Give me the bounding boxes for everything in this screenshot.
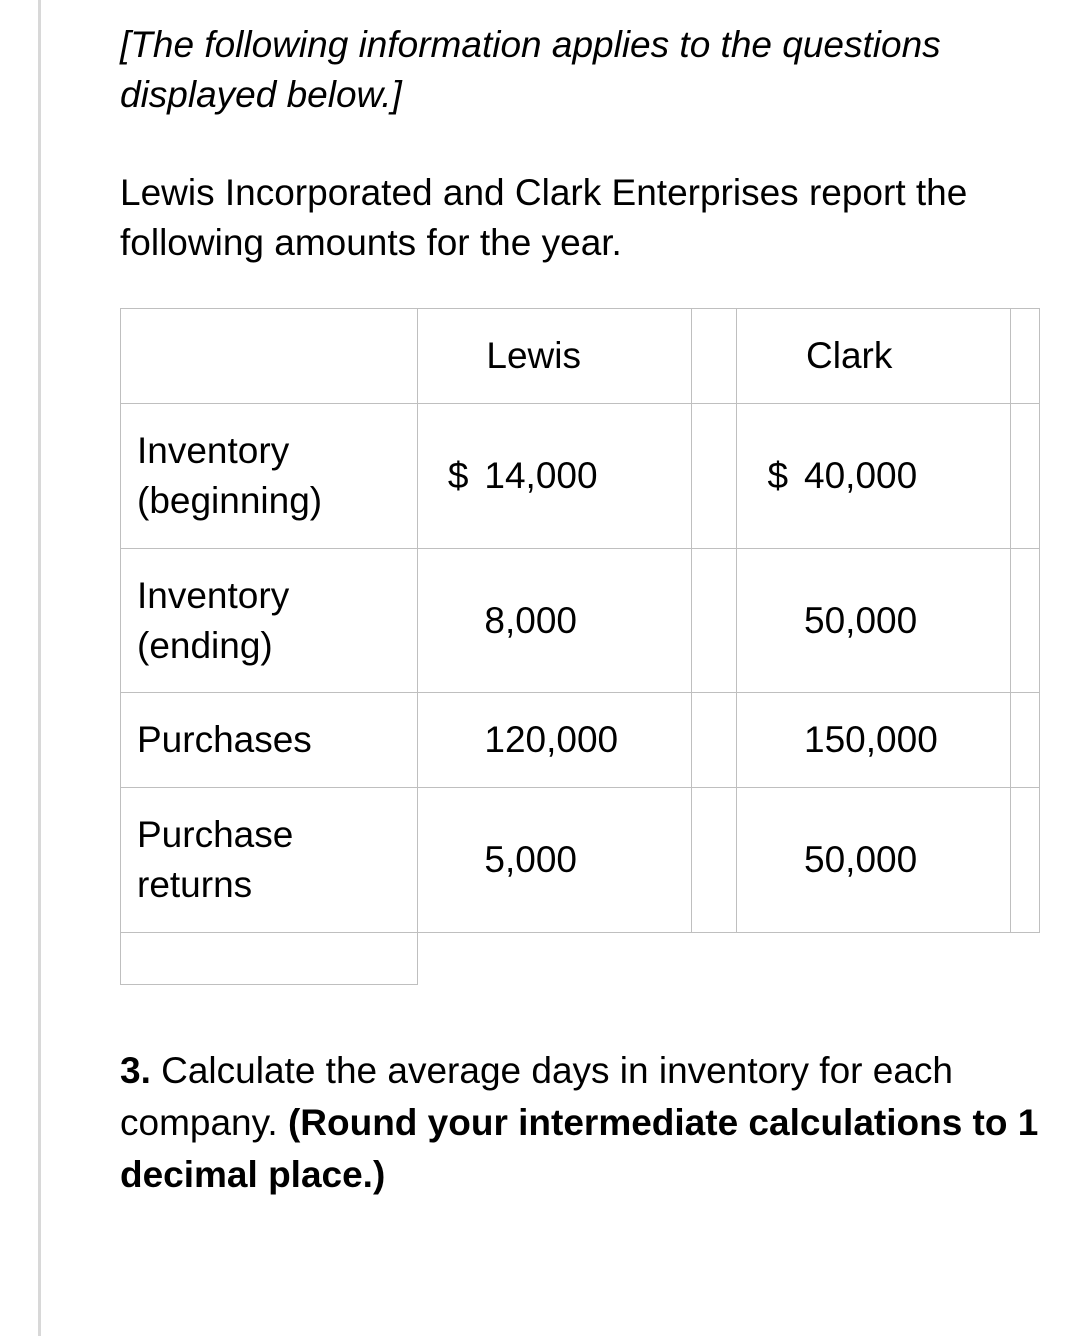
row-spacer [691,788,737,933]
row-tail [1011,403,1040,548]
header-clark: Clark [794,308,1011,403]
row-lewis-currency: $ [417,403,474,548]
amounts-table: Lewis Clark Inventory (beginning) $ 14,0… [120,308,1040,986]
row-tail [1011,788,1040,933]
row-lewis-value: 14,000 [474,403,691,548]
question-number: 3. [120,1050,151,1091]
row-clark-value: 40,000 [794,403,1011,548]
row-spacer [691,693,737,788]
table-row: Inventory (beginning) $ 14,000 $ 40,000 [121,403,1040,548]
table-row: Purchases 120,000 150,000 [121,693,1040,788]
header-spacer [691,308,737,403]
row-clark-value: 150,000 [794,693,1011,788]
row-spacer [691,548,737,693]
table-row: Inventory (ending) 8,000 50,000 [121,548,1040,693]
row-clark-currency [737,693,794,788]
row-lewis-currency [417,548,474,693]
row-lewis-currency [417,693,474,788]
row-lewis-value: 8,000 [474,548,691,693]
row-label: Inventory (ending) [121,548,418,693]
table-row: Purchase returns 5,000 50,000 [121,788,1040,933]
intro-paragraph: Lewis Incorporated and Clark Enterprises… [120,168,1040,268]
document-content: [The following information applies to th… [0,0,1080,1241]
row-clark-value: 50,000 [794,548,1011,693]
intro-note: [The following information applies to th… [120,20,1040,120]
header-blank [121,308,418,403]
table-trailing-row [121,933,1040,985]
row-lewis-value: 5,000 [474,788,691,933]
row-lewis-value: 120,000 [474,693,691,788]
row-label: Purchase returns [121,788,418,933]
header-lewis: Lewis [474,308,691,403]
row-clark-value: 50,000 [794,788,1011,933]
header-tail [1011,308,1040,403]
row-label: Inventory (beginning) [121,403,418,548]
row-tail [1011,548,1040,693]
row-clark-currency [737,548,794,693]
row-spacer [691,403,737,548]
header-clark-currency [737,308,794,403]
question-3: 3. Calculate the average days in invento… [120,1045,1040,1200]
trailing-label [121,933,418,985]
row-clark-currency: $ [737,403,794,548]
row-label: Purchases [121,693,418,788]
left-margin-rule [38,0,41,1336]
row-lewis-currency [417,788,474,933]
header-lewis-currency [417,308,474,403]
row-clark-currency [737,788,794,933]
table-header-row: Lewis Clark [121,308,1040,403]
trailing-blank [417,933,1039,985]
row-tail [1011,693,1040,788]
